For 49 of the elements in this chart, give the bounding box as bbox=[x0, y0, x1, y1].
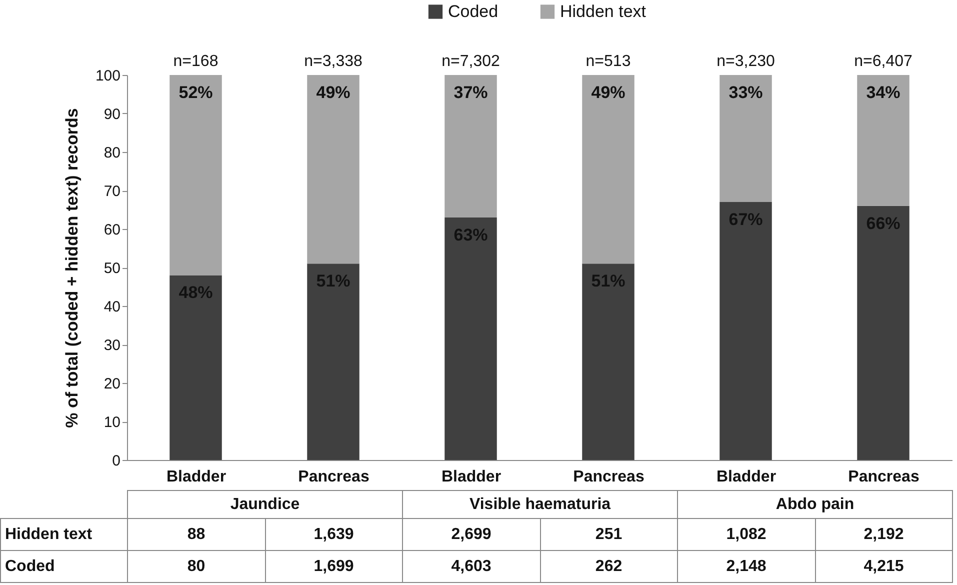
text: Abdo pain bbox=[678, 490, 953, 518]
text: n=6,407 bbox=[854, 53, 912, 70]
text: Jaundice bbox=[128, 490, 403, 518]
y-tick-label: 90 bbox=[104, 106, 120, 123]
data-label: 49% bbox=[316, 83, 350, 102]
data-label: 33% bbox=[728, 83, 763, 102]
y-tick-label: 100 bbox=[95, 68, 120, 84]
y-tick-label: 10 bbox=[104, 414, 120, 431]
text: 1,639 bbox=[265, 518, 403, 550]
text: Hidden text bbox=[0, 518, 128, 550]
text: 4,215 bbox=[815, 550, 953, 582]
text: 1,082 bbox=[678, 518, 816, 550]
y-tick-label: 0 bbox=[112, 452, 120, 470]
legend-label: Coded bbox=[448, 2, 498, 21]
text: 262 bbox=[540, 550, 678, 582]
text: 2,699 bbox=[402, 518, 540, 550]
text: 4,603 bbox=[402, 550, 540, 582]
text: n=3,338 bbox=[304, 53, 362, 70]
x-tick-label: Bladder bbox=[716, 468, 776, 486]
data-label: 52% bbox=[178, 83, 213, 102]
text: n=168 bbox=[173, 53, 218, 70]
data-label: 34% bbox=[866, 83, 900, 102]
y-tick-label: 80 bbox=[104, 144, 120, 162]
y-tick-label: 40 bbox=[104, 298, 120, 316]
x-tick-label: Pancreas bbox=[298, 468, 370, 486]
text: n=513 bbox=[586, 53, 631, 70]
text: 1,699 bbox=[265, 550, 403, 582]
y-tick-label: 70 bbox=[104, 183, 120, 200]
y-tick-label: 20 bbox=[104, 376, 120, 392]
text: 88 bbox=[128, 518, 265, 550]
text: Visible haematuria bbox=[402, 490, 678, 518]
text: 251 bbox=[540, 518, 678, 550]
text: n=7,302 bbox=[442, 53, 500, 70]
y-tick-label: 50 bbox=[104, 260, 120, 277]
x-tick-label: Bladder bbox=[441, 468, 502, 486]
x-tick-label: Pancreas bbox=[573, 468, 644, 486]
text: Coded bbox=[0, 550, 128, 582]
x-tick-label: Pancreas bbox=[848, 468, 920, 486]
text: n=3,230 bbox=[716, 53, 775, 70]
x-tick-label: Bladder bbox=[166, 468, 226, 486]
data-label: 37% bbox=[454, 83, 488, 102]
y-tick-label: 60 bbox=[104, 222, 120, 238]
legend-label: Hidden text bbox=[560, 2, 646, 21]
text: 2,192 bbox=[815, 518, 953, 550]
data-label: 49% bbox=[591, 83, 626, 102]
text: 2,148 bbox=[678, 550, 816, 582]
y-tick-label: 30 bbox=[104, 337, 120, 354]
text: 80 bbox=[128, 550, 265, 582]
y-axis-title: % of total (coded + hidden text) records bbox=[62, 108, 82, 428]
